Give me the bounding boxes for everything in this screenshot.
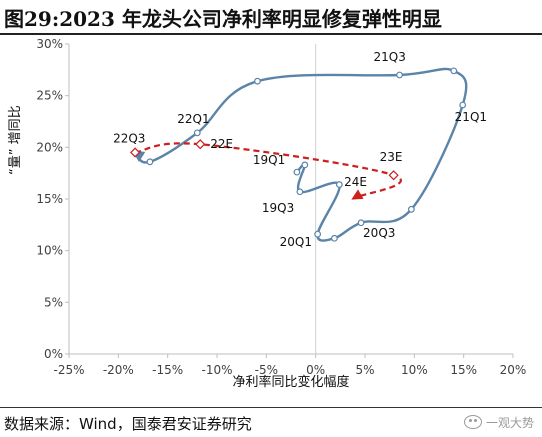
x-tick-label: -25% bbox=[53, 363, 84, 377]
historical-point bbox=[293, 168, 301, 176]
historical-point bbox=[357, 219, 365, 227]
x-tick-label: 10% bbox=[401, 363, 428, 377]
x-tick-label: 20% bbox=[500, 363, 527, 377]
point-label: 23E bbox=[380, 150, 403, 164]
source-divider bbox=[0, 407, 542, 408]
point-label: 21Q3 bbox=[374, 50, 406, 64]
historical-point bbox=[146, 158, 154, 166]
x-tick-label: 0% bbox=[306, 363, 325, 377]
y-tick-label: 20% bbox=[36, 140, 63, 154]
point-label: 24E bbox=[344, 175, 367, 189]
historical-point bbox=[193, 129, 201, 137]
point-label: 20Q3 bbox=[363, 226, 395, 240]
x-tick-label: -15% bbox=[152, 363, 183, 377]
historical-point bbox=[314, 230, 322, 238]
point-label: 22E bbox=[210, 137, 233, 151]
historical-point bbox=[407, 205, 415, 213]
x-axis-label: 净利率同比变化幅度 bbox=[232, 374, 349, 390]
forecast-trajectory-line bbox=[134, 142, 402, 200]
historical-point bbox=[301, 161, 309, 169]
y-tick-label: 15% bbox=[36, 192, 63, 206]
x-tick-label: 15% bbox=[450, 363, 477, 377]
title-bar: 图29:2023 年龙头公司净利率明显修复弹性明显 bbox=[0, 0, 542, 35]
point-label: 20Q1 bbox=[280, 235, 312, 249]
wechat-icon bbox=[463, 415, 482, 429]
historical-point bbox=[396, 71, 403, 79]
point-label: 19Q1 bbox=[253, 153, 285, 167]
forecast-point bbox=[388, 170, 399, 181]
historical-trajectory-line bbox=[132, 67, 468, 242]
point-label: 21Q1 bbox=[455, 110, 487, 124]
point-label: 22Q1 bbox=[177, 112, 209, 126]
historical-point bbox=[335, 181, 343, 188]
historical-point bbox=[296, 188, 304, 196]
x-tick-label: 5% bbox=[355, 363, 374, 377]
y-tick-label: 10% bbox=[36, 244, 63, 258]
figure-title: 图29:2023 年龙头公司净利率明显修复弹性明显 bbox=[4, 7, 442, 31]
historical-point bbox=[450, 67, 458, 75]
forecast-point bbox=[130, 147, 141, 158]
scatter-chart: -25% -20% -15% -10% -5% 0% 5% 10% 15% 20% 0% 5% 10% 1… bbox=[36, 37, 527, 390]
point-label: 19Q3 bbox=[262, 201, 294, 215]
historical-point bbox=[254, 77, 261, 85]
title-divider bbox=[0, 33, 542, 35]
y-tick-label: 5% bbox=[44, 295, 63, 309]
watermark-text: 一观大势 bbox=[485, 415, 534, 430]
y-tick-label: 25% bbox=[36, 89, 63, 103]
x-tick-label: -5% bbox=[255, 363, 278, 377]
y-tick-label: 30% bbox=[36, 37, 63, 51]
x-tick-label: -10% bbox=[201, 363, 232, 377]
forecast-point bbox=[195, 139, 206, 150]
x-tick-label: -20% bbox=[103, 363, 134, 377]
watermark: 一观大势 bbox=[463, 412, 534, 432]
point-label: 22Q3 bbox=[113, 132, 145, 146]
historical-point bbox=[459, 101, 467, 109]
chart-area: -25% -20% -15% -10% -5% 0% 5% 10% 15% 20% 0% 5% 10% 1… bbox=[0, 36, 542, 406]
y-axis-label: “量” 增同比 bbox=[8, 105, 23, 175]
source-note: 数据来源：Wind，国泰君安证券研究 bbox=[4, 415, 252, 433]
historical-point bbox=[331, 234, 338, 242]
y-tick-label: 0% bbox=[44, 347, 63, 361]
